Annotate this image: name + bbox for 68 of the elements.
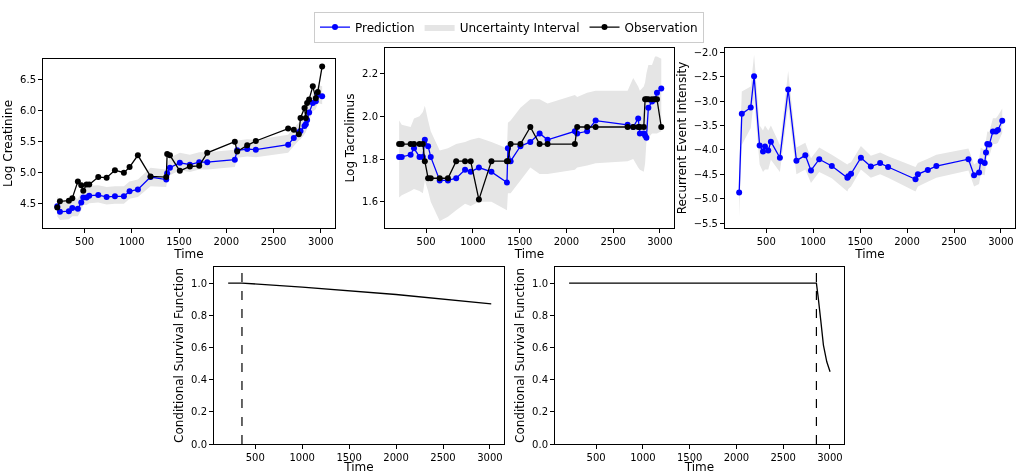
y-tick-label: 2.0 (362, 110, 378, 122)
x-tick-label: 1000 (800, 236, 826, 247)
y-tick-label: 5.5 (20, 136, 36, 148)
y-tick-label: 0.8 (191, 309, 207, 321)
x-tick-label: 500 (75, 236, 95, 247)
x-tick-label: 3000 (817, 452, 843, 463)
y-tick-label: 1.0 (532, 277, 548, 289)
x-tick-label: 1000 (119, 236, 145, 247)
y-tick-label: −3.0 (693, 95, 718, 107)
x-tick-label: 2500 (600, 236, 626, 247)
y-axis-title: Log Creatinine (1, 100, 16, 187)
y-tick-label: 1.0 (191, 277, 207, 289)
y-tick-label: 2.2 (362, 68, 378, 80)
x-axis-title: Time (513, 247, 545, 261)
y-tick-label: −2.5 (693, 71, 718, 83)
x-tick-label: 500 (245, 452, 265, 463)
y-tick-label: 4.5 (20, 198, 36, 210)
y-tick-label: 6.0 (20, 105, 36, 117)
x-tick-label: 500 (416, 236, 436, 247)
y-tick-label: 0.4 (532, 374, 548, 386)
y-tick-label: 1.6 (362, 196, 378, 208)
x-tick-label: 3000 (477, 452, 503, 463)
y-axis-title: Log Tacrolimus (343, 93, 358, 183)
y-tick-label: −4.0 (693, 144, 718, 156)
y-tick-label: 0.6 (191, 341, 207, 353)
legend-label: Observation (624, 20, 698, 35)
y-tick-label: −2.0 (693, 46, 718, 58)
x-tick-label: 1500 (506, 236, 533, 247)
x-tick-label: 2000 (553, 236, 580, 247)
y-tick-label: 0.4 (191, 374, 207, 386)
legend-label: Prediction (355, 20, 415, 35)
x-tick-label: 1000 (630, 452, 656, 463)
y-tick-label: −4.5 (693, 168, 718, 180)
x-tick-label: 500 (756, 236, 776, 247)
text: Uncertainty Interval (459, 20, 580, 35)
y-tick-label: 5.0 (20, 167, 36, 179)
y-axis-title: Conditional Survival Function (513, 267, 528, 444)
x-tick-label: 1500 (166, 236, 192, 247)
y-tick-label: −5.5 (693, 217, 718, 229)
x-tick-label: 3000 (647, 236, 673, 247)
x-tick-label: 2500 (260, 236, 287, 247)
y-axis-title: Conditional Survival Function (172, 267, 187, 444)
y-tick-label: −5.0 (693, 193, 718, 205)
x-tick-label: 3000 (308, 236, 334, 247)
y-tick-label: 0.2 (191, 406, 207, 418)
x-tick-label: 2500 (770, 452, 796, 463)
y-axis-title: Recurrent Event Intensity (675, 61, 689, 215)
x-tick-label: 2000 (894, 236, 920, 247)
y-tick-label: 6.5 (20, 74, 36, 85)
x-tick-label: 2000 (213, 236, 240, 247)
y-tick-label: 0.8 (532, 309, 548, 321)
x-tick-label: 500 (586, 452, 606, 463)
x-tick-label: 2000 (383, 452, 409, 463)
x-tick-label: 3000 (988, 236, 1014, 247)
y-tick-label: 1.8 (362, 153, 378, 165)
y-tick-label: 0.0 (532, 438, 548, 450)
x-tick-label: 1000 (289, 452, 315, 463)
x-tick-label: 1500 (847, 236, 873, 247)
y-tick-label: 0.2 (532, 406, 548, 418)
x-tick-label: 1000 (460, 236, 486, 247)
x-tick-label: 2500 (941, 236, 967, 247)
y-tick-label: −3.5 (693, 120, 718, 132)
x-axis-title: Time (173, 247, 204, 261)
x-tick-label: 2500 (430, 452, 456, 463)
x-axis-title: Time (854, 247, 885, 261)
y-tick-label: 0.6 (532, 341, 548, 353)
x-tick-label: 2000 (723, 452, 750, 463)
y-tick-label: 0.0 (191, 438, 207, 450)
